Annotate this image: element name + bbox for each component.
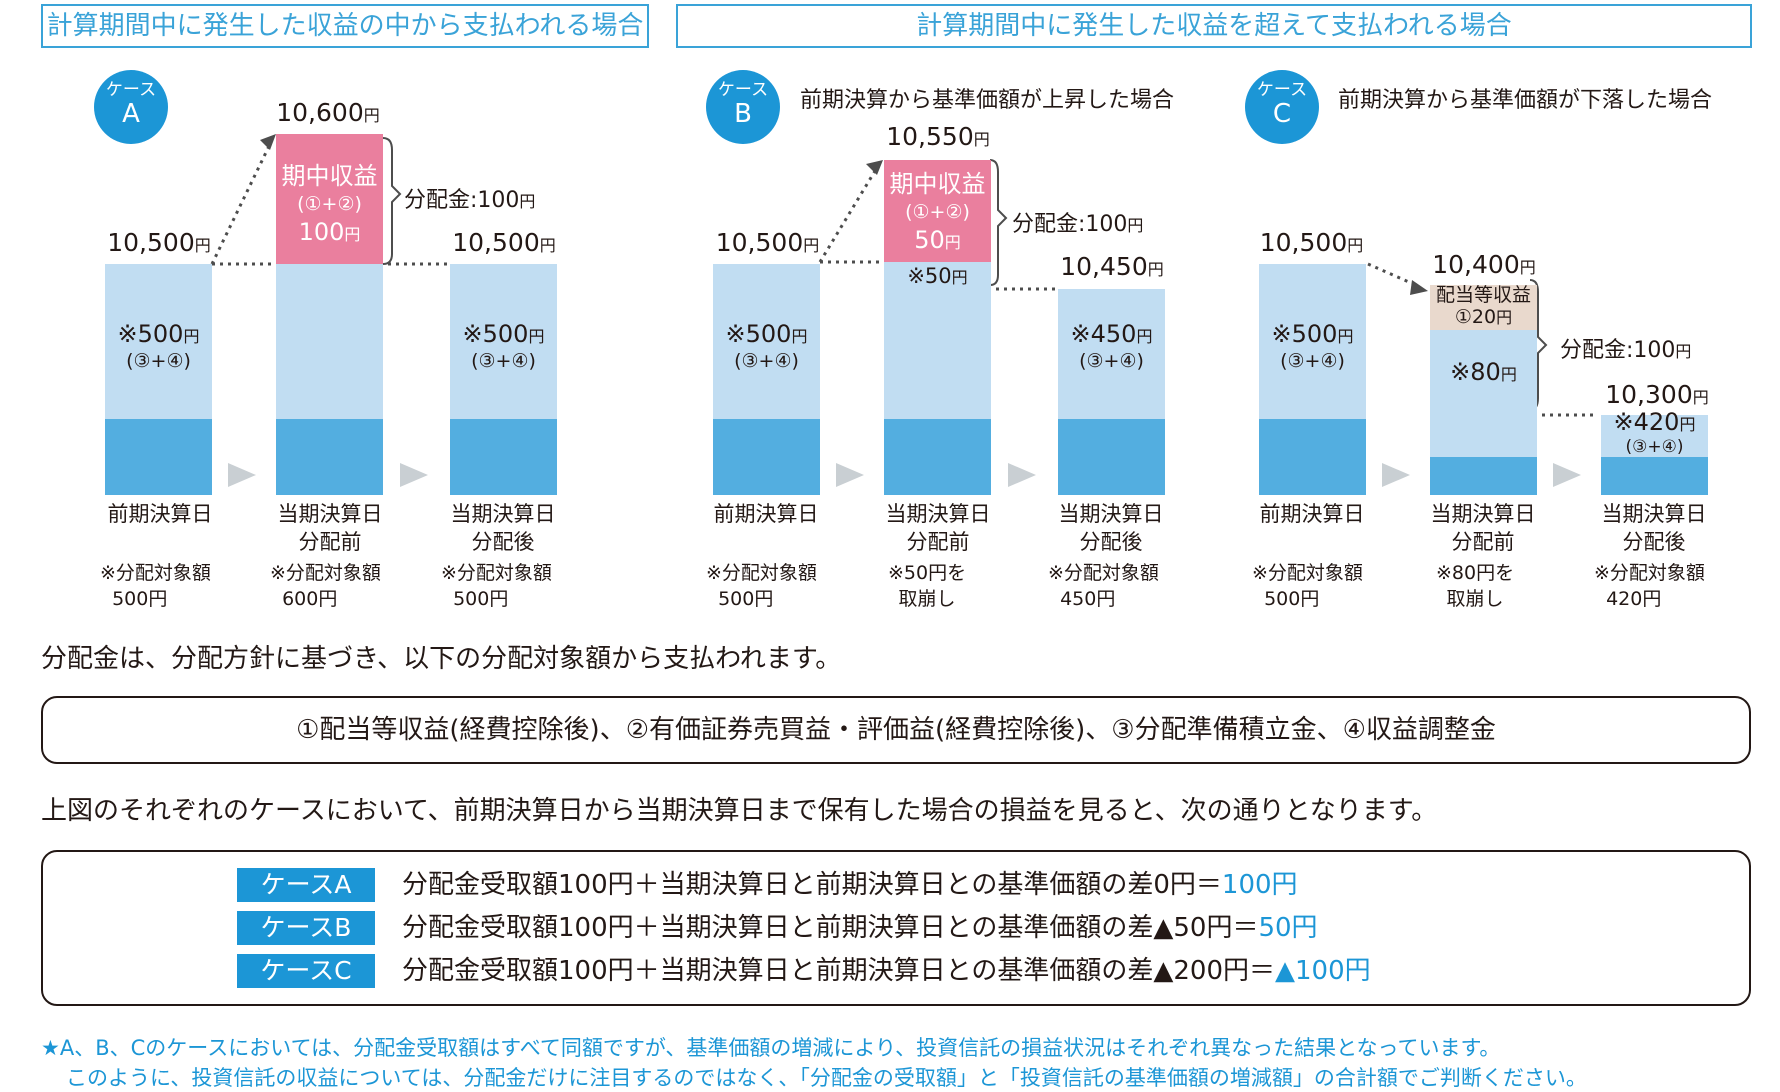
bar-a3-lower [450,419,557,495]
bar-c3-note: ※分配対象額 420円 [1594,562,1705,610]
bar-b2-bracket-label: 分配金:100円 [1012,212,1144,237]
bar-a2-label: 当期決算日 分配前 [277,502,383,554]
step-arrow [836,463,864,487]
bar-a3-inner: ※500円 (③+④) [462,320,545,372]
bar-c2-lower [1430,457,1537,495]
bar-a3-value: 10,500円 [452,228,556,257]
bar-a2-pink [276,134,383,264]
bar-c2-bracket-label: 分配金:100円 [1560,338,1692,363]
bar-a1-upper [105,264,212,419]
bar-b2-pink [884,160,991,262]
bar-c3-label: 当期決算日 分配後 [1601,502,1707,554]
bar-c3-upper [1601,415,1708,457]
bar-a1-value: 10,500円 [107,228,211,257]
summary-case-b-badge: ケースB [237,911,375,945]
summary-case-a-line: 分配金受取額100円＋当期決算日と前期決算日との基準価額の差0円＝100円 [402,870,1298,900]
bar-a1-note: ※分配対象額 500円 [100,562,211,610]
paragraph-2: 上図のそれぞれのケースにおいて、前期決算日から当期決算日まで保有した場合の損益を… [41,796,1438,826]
bar-c1-lower [1259,419,1366,495]
step-arrow [1553,463,1581,487]
bar-a2-lower [276,419,383,495]
bar-b2-inner: ※50円 [907,264,968,288]
summary-case-b-line: 分配金受取額100円＋当期決算日と前期決算日との基準価額の差▲50円＝50円 [402,913,1318,943]
bar-b1-upper [713,264,820,419]
bar-b3-note: ※分配対象額 450円 [1048,562,1159,610]
step-arrow [1008,463,1036,487]
bar-b1-label: 前期決算日 [713,502,819,526]
summary-case-a-badge: ケースA [237,868,375,902]
source-box: ①配当等収益(経費控除後)、②有価証券売買益・評価益(経費控除後)、③分配準備積… [41,696,1751,764]
bar-c3-inner: ※420円 (③+④) [1613,408,1696,457]
connector-lines [210,134,1598,417]
bar-a3-label: 当期決算日 分配後 [450,502,556,554]
case-c-title: 前期決算から基準価額が下落した場合 [1338,88,1713,113]
summary-box [41,850,1751,1006]
header-left: 計算期間中に発生した収益の中から支払われる場合 [41,4,649,48]
step-arrow [228,463,256,487]
bar-a2-bracket-label: 分配金:100円 [404,188,536,213]
step-arrow [400,463,428,487]
bar-c2-value: 10,400円 [1432,250,1536,279]
bar-b2-note: ※50円を 取崩し [888,562,967,610]
case-c-badge: ケース C [1245,70,1319,144]
bar-c2-label: 当期決算日 分配前 [1430,502,1536,554]
bar-a1-lower [105,419,212,495]
bar-b1-inner: ※500円 (③+④) [725,320,808,372]
bar-b1-lower [713,419,820,495]
case-b-badge: ケース B [706,70,780,144]
bar-c2-tan-label: 配当等収益 ①20円 [1435,284,1531,328]
bar-c2-upper [1430,330,1537,457]
summary-case-c-line: 分配金受取額100円＋当期決算日と前期決算日との基準価額の差▲200円＝▲100… [402,956,1371,986]
bar-a3-upper [450,264,557,419]
bar-b3-label: 当期決算日 分配後 [1058,502,1164,554]
bar-b2-label: 当期決算日 分配前 [885,502,991,554]
bar-c3-value: 10,300円 [1605,380,1709,409]
case-b-title: 前期決算から基準価額が上昇した場合 [800,88,1175,113]
bar-c2-note: ※80円を 取崩し [1436,562,1515,610]
bar-b2-value: 10,550円 [886,122,990,151]
summary-case-c-badge: ケースC [237,954,375,988]
bar-c1-value: 10,500円 [1259,228,1364,257]
footer-line-2: このように、投資信託の収益については、分配金だけに注目するのではなく、「分配金の… [66,1066,1587,1090]
bar-b3-upper [1058,289,1165,419]
bar-b2-upper [884,262,991,419]
bar-b2-lower [884,419,991,495]
bar-c1-upper [1259,264,1366,419]
bar-b3-lower [1058,419,1165,495]
bar-a2-upper [276,264,383,419]
bar-a1-inner: ※500円 (③+④) [117,320,200,372]
footer-line-1: ★A、B、Cのケースにおいては、分配金受取額はすべて同額ですが、基準価額の増減に… [41,1036,1501,1060]
header-right: 計算期間中に発生した収益を超えて支払われる場合 [676,4,1752,48]
bar-b3-inner: ※450円 (③+④) [1070,320,1153,372]
bar-b1-note: ※分配対象額 500円 [706,562,817,610]
bar-b3-value: 10,450円 [1060,252,1164,281]
bar-c2-tan [1430,285,1537,330]
bar-c1-note: ※分配対象額 500円 [1252,562,1363,610]
paragraph-1: 分配金は、分配方針に基づき、以下の分配対象額から支払われます。 [41,644,842,674]
bar-a1-label: 前期決算日 [107,502,213,526]
bar-b1-value: 10,500円 [715,228,820,257]
step-arrow [1382,463,1410,487]
bar-a2-note: ※分配対象額 600円 [270,562,381,610]
source-box-text: ①配当等収益(経費控除後)、②有価証券売買益・評価益(経費控除後)、③分配準備積… [296,715,1496,745]
bar-c2-inner: ※80円 [1450,358,1517,386]
bar-a2-value: 10,600円 [276,98,380,127]
bar-a3-note: ※分配対象額 500円 [441,562,552,610]
bar-a2-pink-label: 期中収益 (①+②) 100円 [281,162,378,246]
bar-c1-inner: ※500円 (③+④) [1271,320,1354,372]
bar-c3-lower [1601,457,1708,495]
case-a-badge: ケース A [94,70,168,144]
bar-b2-pink-label: 期中収益 (①+②) 50円 [889,170,986,254]
bar-c1-label: 前期決算日 [1259,502,1365,526]
